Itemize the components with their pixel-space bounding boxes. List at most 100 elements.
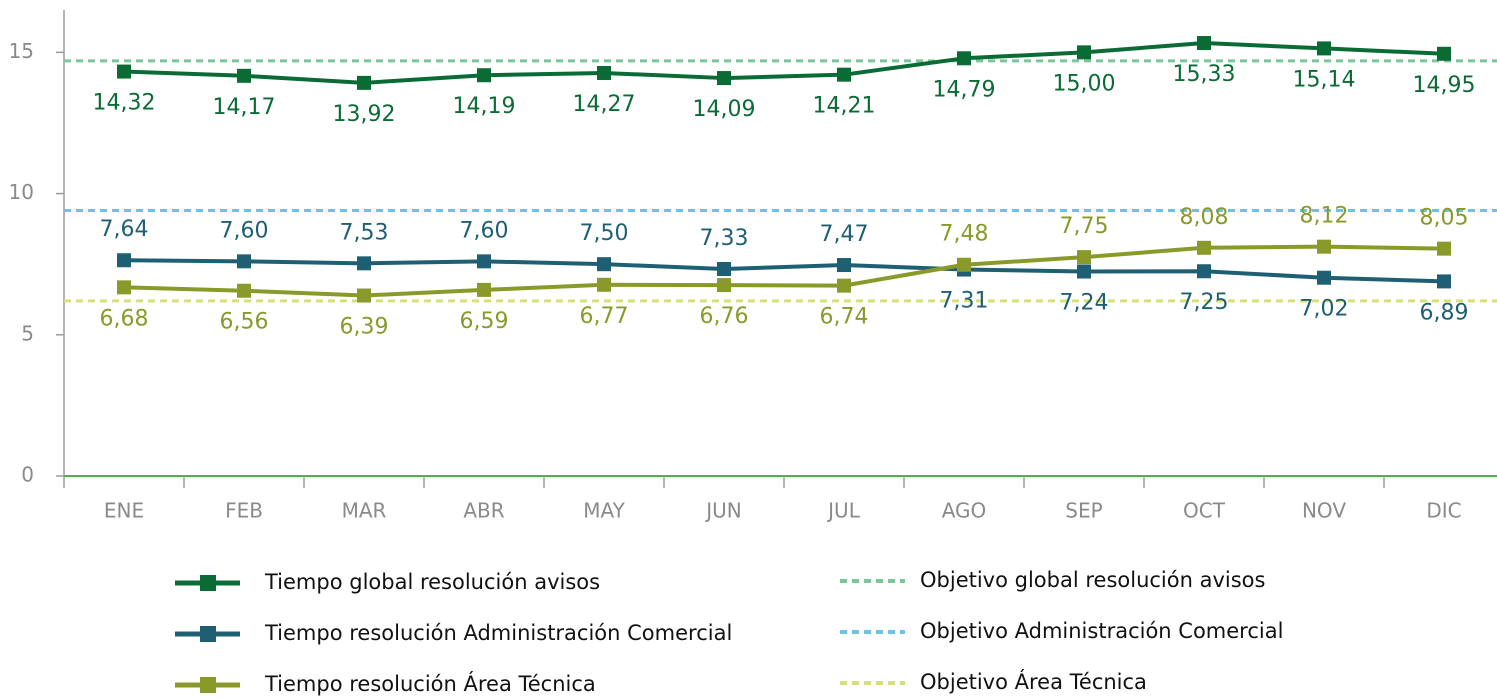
- value-label: 7,50: [580, 221, 629, 246]
- marker: [117, 280, 131, 295]
- value-label: 7,31: [940, 289, 989, 314]
- value-label: 7,60: [220, 218, 269, 243]
- legend-marker: [200, 626, 216, 642]
- value-label: 8,05: [1420, 206, 1469, 231]
- marker: [837, 278, 851, 293]
- x-tick-label: SEP: [1065, 499, 1102, 523]
- value-label: 14,19: [453, 94, 516, 119]
- legend-marker: [200, 575, 216, 591]
- marker: [597, 277, 611, 292]
- x-tick-label: JUN: [704, 499, 742, 523]
- series-line: [123, 244, 1445, 298]
- value-label: 14,09: [693, 97, 756, 122]
- value-label: 6,74: [820, 305, 869, 330]
- marker: [717, 261, 731, 276]
- legend-label: Tiempo global resolución avisos: [264, 570, 600, 594]
- marker: [1437, 241, 1451, 256]
- marker: [717, 278, 731, 293]
- x-tick-label: NOV: [1302, 499, 1346, 523]
- marker: [477, 254, 491, 269]
- value-label: 14,21: [813, 94, 876, 119]
- series-line: [123, 258, 1445, 284]
- marker: [237, 254, 251, 269]
- marker: [477, 282, 491, 297]
- value-label: 15,00: [1053, 71, 1116, 96]
- value-label: 6,89: [1420, 300, 1469, 325]
- marker: [1437, 46, 1451, 61]
- value-label: 7,33: [700, 226, 749, 251]
- marker: [837, 67, 851, 82]
- marker: [117, 64, 131, 79]
- value-label: 8,12: [1300, 204, 1349, 229]
- value-label: 6,68: [100, 306, 149, 331]
- marker: [117, 253, 131, 268]
- y-tick-label: 15: [9, 39, 34, 63]
- marker: [477, 68, 491, 83]
- value-label: 14,79: [933, 77, 996, 102]
- x-tick-label: ABR: [463, 499, 504, 523]
- value-label: 15,33: [1173, 62, 1236, 87]
- x-tick-label: JUL: [826, 499, 861, 523]
- marker: [717, 71, 731, 86]
- value-label: 7,47: [820, 222, 869, 247]
- value-label: 7,64: [100, 217, 149, 242]
- marker: [1317, 239, 1331, 254]
- marker: [1197, 36, 1211, 51]
- marker: [237, 283, 251, 298]
- legend-label: Tiempo resolución Área Técnica: [264, 671, 596, 696]
- legend-label: Objetivo global resolución avisos: [920, 568, 1265, 592]
- marker: [1317, 270, 1331, 285]
- marker: [957, 51, 971, 66]
- legend-marker: [200, 677, 216, 693]
- value-label: 8,08: [1180, 205, 1229, 230]
- value-label: 6,39: [340, 315, 389, 340]
- value-label: 7,25: [1180, 290, 1229, 315]
- value-label: 7,60: [460, 218, 509, 243]
- marker: [957, 257, 971, 272]
- y-tick-label: 0: [21, 463, 34, 487]
- x-tick-label: ENE: [104, 499, 144, 523]
- value-label: 14,27: [573, 92, 636, 117]
- marker: [1077, 45, 1091, 60]
- marker: [1437, 274, 1451, 289]
- y-tick-label: 10: [9, 180, 34, 204]
- value-label: 13,92: [333, 102, 396, 127]
- marker: [1077, 250, 1091, 265]
- x-tick-label: MAR: [342, 499, 387, 523]
- x-tick-label: MAY: [583, 499, 625, 523]
- legend-label: Objetivo Área Técnica: [920, 669, 1147, 694]
- marker: [1197, 240, 1211, 255]
- value-label: 7,75: [1060, 214, 1109, 239]
- marker: [357, 256, 371, 271]
- value-label: 14,32: [93, 91, 156, 116]
- marker: [837, 258, 851, 273]
- x-tick-label: AGO: [942, 499, 987, 523]
- value-label: 6,56: [220, 310, 269, 335]
- legend-label: Objetivo Administración Comercial: [920, 619, 1283, 643]
- value-label: 14,17: [213, 95, 276, 120]
- value-label: 7,53: [340, 220, 389, 245]
- marker: [1197, 264, 1211, 279]
- value-label: 6,77: [580, 304, 629, 329]
- y-tick-label: 5: [21, 321, 34, 345]
- marker: [597, 65, 611, 80]
- value-label: 7,48: [940, 222, 989, 247]
- value-label: 14,95: [1413, 73, 1476, 98]
- marker: [1077, 264, 1091, 279]
- value-label: 7,24: [1060, 291, 1109, 316]
- marker: [357, 288, 371, 303]
- value-label: 6,76: [700, 304, 749, 329]
- legend-label: Tiempo resolución Administración Comerci…: [264, 621, 732, 645]
- marker: [237, 68, 251, 83]
- x-tick-label: DIC: [1426, 499, 1461, 523]
- value-label: 7,02: [1300, 297, 1349, 322]
- value-label: 6,59: [460, 309, 509, 334]
- marker: [1317, 41, 1331, 56]
- value-label: 15,14: [1293, 67, 1356, 92]
- series-line: [123, 41, 1445, 85]
- x-tick-label: OCT: [1183, 499, 1226, 523]
- marker: [357, 75, 371, 90]
- x-tick-label: FEB: [225, 499, 263, 523]
- marker: [597, 257, 611, 272]
